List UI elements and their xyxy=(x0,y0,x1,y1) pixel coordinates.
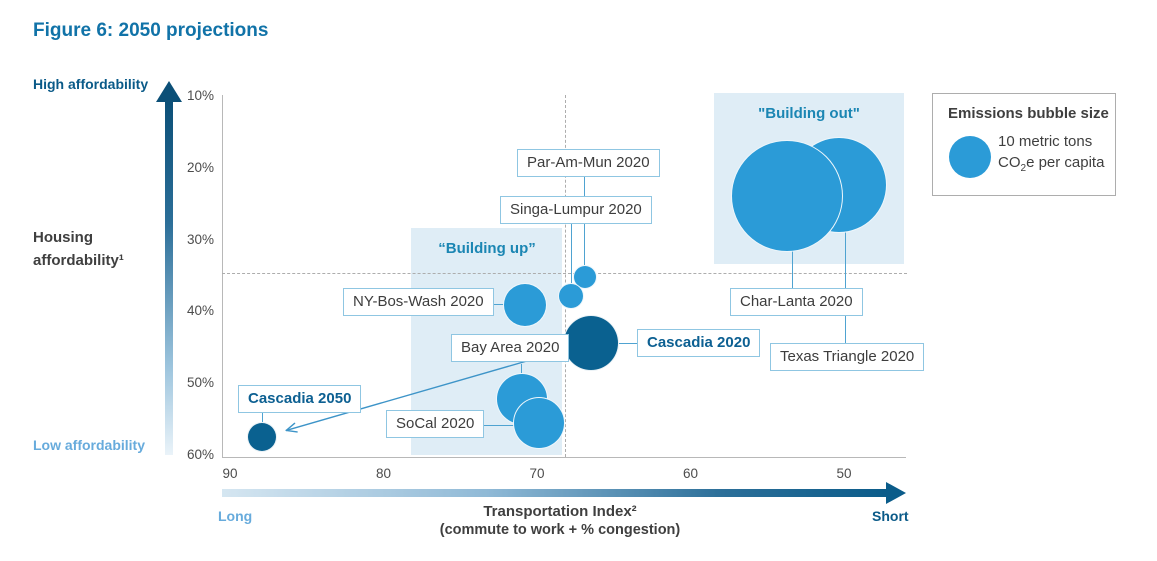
y-axis-line xyxy=(222,95,223,457)
reference-line-horizontal xyxy=(222,272,907,274)
x-axis-long-label: Long xyxy=(218,508,253,524)
connector-texas-triangle xyxy=(845,232,847,343)
x-axis-short-label: Short xyxy=(872,508,909,524)
x-tick-80: 80 xyxy=(375,466,392,481)
region-label-building-out: "Building out" xyxy=(758,105,860,122)
point-label-cascadia-2020: Cascadia 2020 xyxy=(637,329,761,357)
point-label-socal: SoCal 2020 xyxy=(386,410,485,438)
legend-line2: CO2e per capita xyxy=(998,154,1105,174)
x-axis-arrow-icon xyxy=(886,482,906,504)
y-axis-gradient-bar xyxy=(165,99,173,455)
y-tick-50: 50% xyxy=(186,375,214,391)
region-label-building-up: “Building up” xyxy=(438,240,536,257)
bubble-ny-bos-wash xyxy=(502,283,547,328)
x-axis-subtitle: (commute to work + % congestion) xyxy=(439,522,681,538)
y-tick-10: 10% xyxy=(186,88,214,103)
y-axis-arrow-icon xyxy=(156,81,182,102)
bubble-singa-lumpur xyxy=(557,282,584,309)
y-tick-60: 60% xyxy=(186,447,214,462)
x-tick-50: 50 xyxy=(836,466,852,481)
x-axis-title: Transportation Index² xyxy=(483,503,637,520)
connector-char-lanta xyxy=(792,251,794,288)
legend-bubble-icon xyxy=(949,136,991,178)
legend-line1: 10 metric tons xyxy=(998,133,1093,150)
y-tick-30: 30% xyxy=(186,231,214,247)
bubble-char-lanta xyxy=(731,140,844,253)
point-label-par-am-mun: Par-Am-Mun 2020 xyxy=(517,149,660,177)
connector-cascadia-2020 xyxy=(618,343,637,345)
x-tick-60: 60 xyxy=(682,466,699,481)
legend-box: Emissions bubble size 10 metric tons CO2… xyxy=(932,93,1116,196)
legend-description: 10 metric tons CO2e per capita xyxy=(998,131,1104,179)
point-label-cascadia-2050: Cascadia 2050 xyxy=(238,385,362,413)
x-axis-line xyxy=(222,457,906,458)
figure-title: Figure 6: 2050 projections xyxy=(33,20,269,41)
point-label-texas-triangle: Texas Triangle 2020 xyxy=(770,343,925,371)
y-tick-20: 20% xyxy=(186,159,214,175)
y-axis-low-label: Low affordability xyxy=(33,437,145,453)
x-axis-title-block: Transportation Index² (commute to work +… xyxy=(330,503,790,538)
y-axis-high-label: High affordability xyxy=(33,76,149,92)
y-tick-40: 40% xyxy=(186,303,214,319)
connector-singa-lumpur xyxy=(571,223,573,284)
connector-cascadia-2050 xyxy=(262,413,264,424)
point-label-singa-lumpur: Singa-Lumpur 2020 xyxy=(500,196,652,224)
y-axis-title: Housing affordability¹ xyxy=(33,229,124,269)
point-label-ny-bos-wash: NY-Bos-Wash 2020 xyxy=(343,288,494,316)
x-tick-90: 90 xyxy=(222,466,238,481)
legend-title: Emissions bubble size xyxy=(948,105,1109,122)
x-tick-70: 70 xyxy=(529,466,545,481)
reference-line-vertical xyxy=(564,95,566,457)
point-label-bay-area: Bay Area 2020 xyxy=(451,334,570,362)
point-label-char-lanta: Char-Lanta 2020 xyxy=(730,288,863,316)
bubble-cascadia-2020 xyxy=(562,314,619,371)
bubble-socal xyxy=(512,396,565,449)
bubble-cascadia-2050 xyxy=(247,422,278,453)
x-axis-gradient-bar xyxy=(222,489,888,497)
